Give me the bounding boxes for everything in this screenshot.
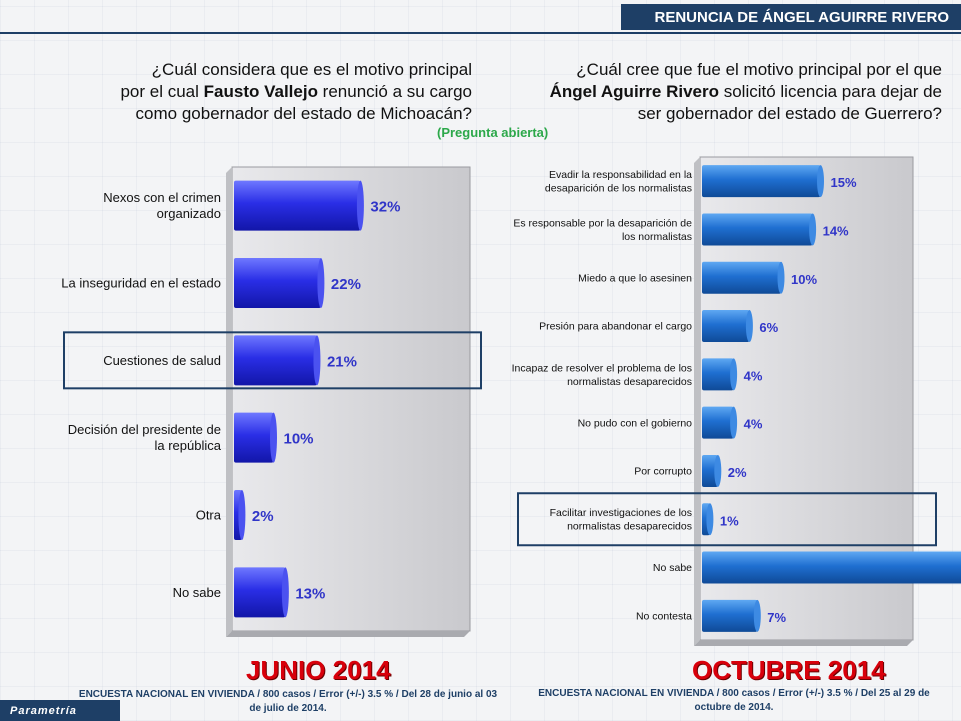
left-bar-la-inseguridad-en-el-estado-cap: [317, 258, 325, 308]
left-question: ¿Cuál considera que es el motivo princip…: [52, 59, 472, 125]
right-bar-no-contesta: [702, 599, 758, 632]
right-question-line3: ser gobernador del estado de Guerrero?: [637, 104, 942, 123]
left-question-line2: por el cual Fausto Vallejo renunció a su…: [52, 81, 472, 103]
left-bar-nexos-con-el-crimen-organizado-value-label: 32%: [370, 199, 400, 216]
right-bar-no-pudo-con-el-gobierno-cap: [730, 406, 738, 439]
right-question-line1: ¿Cuál cree que fue el motivo principal p…: [576, 60, 942, 79]
right-bar-evadir-la-responsabilidad-en-la-desaparicion-de-los-normalistas-cap: [817, 165, 824, 198]
right-bar-evadir-la-responsabilidad-en-la-desaparicion-de-los-normalistas-value-label: 15%: [831, 175, 857, 190]
left-question-subject: Fausto Vallejo: [203, 82, 318, 101]
left-bar-otra-value-label: 2%: [252, 508, 274, 525]
right-bar-evadir-la-responsabilidad-en-la-desaparicion-de-los-normalistas: [702, 165, 821, 198]
left-bar-cuestiones-de-salud-value-label: 21%: [327, 353, 357, 370]
left-bar-nexos-con-el-crimen-organizado-cap: [356, 180, 364, 231]
right-bar-presion-para-abandonar-el-cargo: [702, 310, 750, 343]
right-bar-es-responsable-por-la-desaparicion-de-los-normalistas-cap: [809, 213, 817, 246]
right-bar-por-corrupto-cap: [714, 454, 722, 487]
left-category-nexos-con-el-crimen-organizado: Nexos con el crimen organizado: [103, 190, 221, 221]
left-bar-decision-del-presidente-de-la-republica-value-label: 10%: [284, 431, 314, 448]
right-bar-incapaz-de-resolver-el-problema-de-los-normalistas-desaparecidos: [702, 358, 734, 391]
right-bar-no-pudo-con-el-gobierno-value-label: 4%: [744, 417, 763, 432]
right-category-no-sabe: No sabe: [653, 562, 692, 574]
right-category-por-corrupto: Por corrupto: [634, 466, 692, 478]
left-bar-decision-del-presidente-de-la-republica: [234, 412, 274, 463]
right-category-miedo-a-que-lo-asesinen: Miedo a que lo asesinen: [578, 272, 692, 284]
left-bar-no-sabe: [234, 567, 286, 618]
left-bar-cuestiones-de-salud: [234, 335, 317, 386]
right-bar-presion-para-abandonar-el-cargo-cap: [745, 310, 753, 343]
right-bar-presion-para-abandonar-el-cargo-value-label: 6%: [759, 320, 778, 335]
header-divider: [0, 32, 961, 34]
right-bar-miedo-a-que-lo-asesinen: [702, 261, 781, 294]
right-bar-es-responsable-por-la-desaparicion-de-los-normalistas: [702, 213, 813, 246]
right-category-presion-para-abandonar-el-cargo: Presión para abandonar el cargo: [539, 321, 692, 333]
right-question-line2-post: solicitó licencia para dejar de: [718, 82, 942, 101]
right-bar-es-responsable-por-la-desaparicion-de-los-normalistas-value-label: 14%: [823, 223, 849, 238]
left-highlight-box: [63, 331, 482, 390]
right-bar-miedo-a-que-lo-asesinen-cap: [777, 261, 785, 294]
left-category-cuestiones-de-salud: Cuestiones de salud: [103, 353, 221, 368]
left-question-line2-pre: por el cual: [120, 82, 204, 101]
right-plot-side-wall: [694, 157, 700, 646]
brand-logo: Parametría: [0, 700, 120, 721]
right-bar-facilitar-investigaciones-de-los-normalistas-desaparecidos-cap: [706, 503, 714, 536]
left-question-line3: como gobernador del estado de Michoacán?: [135, 104, 472, 123]
open-question-label: (Pregunta abierta): [437, 125, 549, 140]
right-bar-facilitar-investigaciones-de-los-normalistas-desaparecidos-value-label: 1%: [720, 513, 739, 528]
right-bar-no-sabe: [702, 551, 961, 584]
left-category-otra: Otra: [196, 508, 222, 523]
left-bar-la-inseguridad-en-el-estado-value-label: 22%: [331, 276, 361, 293]
right-bar-no-contesta-value-label: 7%: [767, 610, 786, 625]
right-category-no-pudo-con-el-gobierno: No pudo con el gobierno: [578, 417, 693, 429]
right-question-subject: Ángel Aguirre Rivero: [549, 82, 719, 101]
right-bar-no-pudo-con-el-gobierno: [702, 406, 734, 439]
right-highlight-box: [517, 492, 937, 547]
left-category-la-inseguridad-en-el-estado: La inseguridad en el estado: [61, 276, 221, 291]
right-category-facilitar-investigaciones-de-los-normalistas-desaparecidos: Facilitar investigaciones de los normalis…: [550, 507, 692, 533]
left-bar-nexos-con-el-crimen-organizado: [234, 180, 361, 231]
left-plot-area: [231, 166, 471, 632]
right-bar-por-corrupto-value-label: 2%: [728, 465, 747, 480]
left-question-line2-post: renunció a su cargo: [317, 82, 472, 101]
right-period-label: OCTUBRE 2014: [692, 655, 886, 685]
right-footnote: ENCUESTA NACIONAL EN VIVIENDA / 800 caso…: [538, 688, 930, 713]
right-bar-incapaz-de-resolver-el-problema-de-los-normalistas-desaparecidos-value-label: 4%: [744, 368, 763, 383]
left-plot-floor: [226, 631, 470, 637]
page-title: RENUNCIA DE ÁNGEL AGUIRRE RIVERO: [621, 4, 961, 30]
right-plot-floor: [694, 640, 913, 646]
left-category-decision-del-presidente-de-la-republica: Decisión del presidente de la república: [68, 422, 222, 453]
right-category-evadir-la-responsabilidad-en-la-desaparicion-de-los-normalistas: Evadir la responsabilidad en la desaparic…: [545, 169, 692, 195]
right-category-es-responsable-por-la-desaparicion-de-los-normalistas: Es responsable por la desaparición de los…: [513, 217, 692, 243]
left-bar-no-sabe-cap: [281, 567, 289, 618]
page-title-text: RENUNCIA DE ÁNGEL AGUIRRE RIVERO: [654, 8, 949, 26]
left-bar-no-sabe-value-label: 13%: [295, 585, 325, 602]
right-question-line2: Ángel Aguirre Rivero solicitó licencia p…: [496, 81, 942, 103]
right-bar-miedo-a-que-lo-asesinen-value-label: 10%: [791, 272, 817, 287]
left-question-line1: ¿Cuál considera que es el motivo princip…: [151, 60, 472, 79]
left-bar-otra-cap: [238, 490, 246, 540]
left-plot-side-wall: [226, 167, 232, 637]
right-bar-no-contesta-cap: [753, 599, 761, 632]
right-category-no-contesta: No contesta: [636, 611, 692, 623]
right-bar-por-corrupto: [702, 454, 718, 487]
left-footnote: ENCUESTA NACIONAL EN VIVIENDA / 800 caso…: [78, 689, 498, 714]
left-period-label: JUNIO 2014: [246, 655, 391, 685]
left-category-no-sabe: No sabe: [173, 585, 221, 600]
left-bar-decision-del-presidente-de-la-republica-cap: [270, 412, 277, 463]
right-category-incapaz-de-resolver-el-problema-de-los-normalistas-desaparecidos: Incapaz de resolver el problema de los no…: [512, 362, 692, 388]
right-question: ¿Cuál cree que fue el motivo principal p…: [496, 59, 942, 125]
left-bar-cuestiones-de-salud-cap: [313, 335, 321, 386]
left-bar-la-inseguridad-en-el-estado: [234, 258, 321, 308]
right-bar-incapaz-de-resolver-el-problema-de-los-normalistas-desaparecidos-cap: [730, 358, 738, 391]
